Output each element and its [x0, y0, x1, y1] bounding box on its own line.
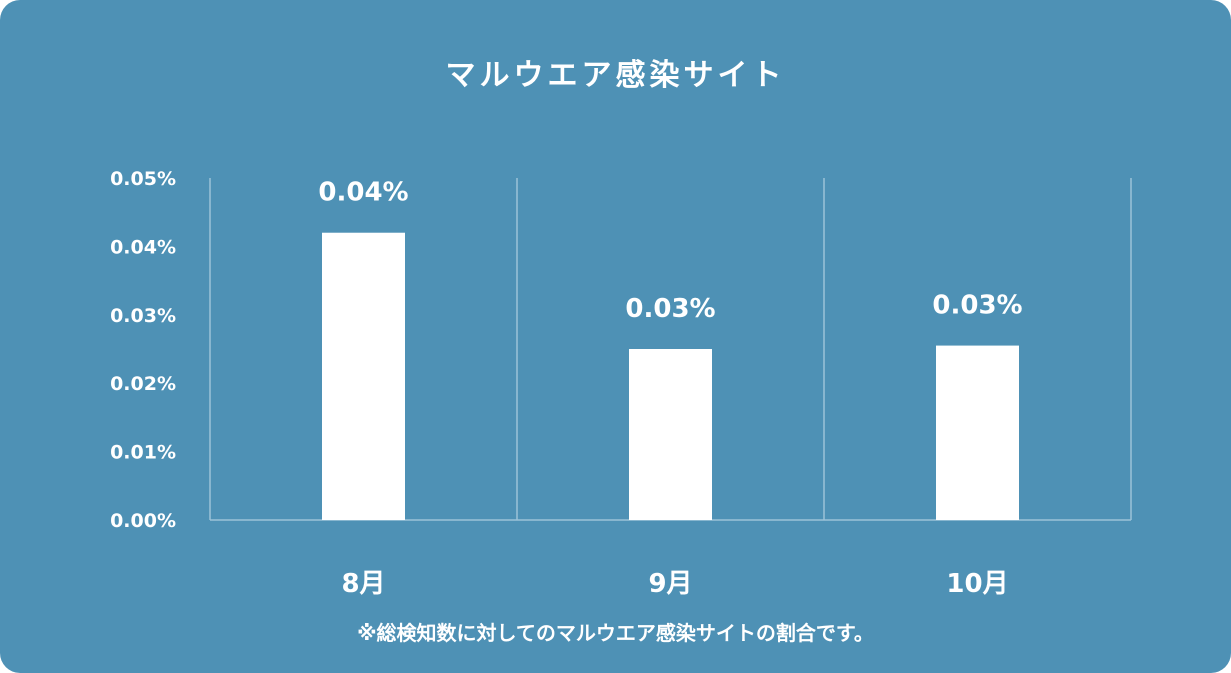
bar [936, 345, 1019, 520]
bar-value-label: 0.03% [625, 294, 715, 324]
chart-title: マルウエア感染サイト [445, 58, 786, 93]
y-tick-label: 0.01% [110, 442, 176, 464]
bar-value-label: 0.03% [932, 291, 1022, 321]
x-category-label: 8月 [341, 569, 385, 599]
x-category-label: 9月 [648, 569, 692, 599]
bar [322, 232, 405, 520]
bar-value-label: 0.04% [318, 178, 408, 208]
x-category-label: 10月 [946, 569, 1008, 599]
y-tick-label: 0.00% [110, 510, 176, 532]
y-tick-label: 0.05% [110, 168, 176, 190]
y-tick-label: 0.03% [110, 305, 176, 327]
y-tick-label: 0.04% [110, 236, 176, 258]
y-tick-label: 0.02% [110, 373, 176, 395]
footnote: ※総検知数に対してのマルウエア感染サイトの割合です。 [357, 621, 874, 645]
bar [629, 349, 712, 520]
